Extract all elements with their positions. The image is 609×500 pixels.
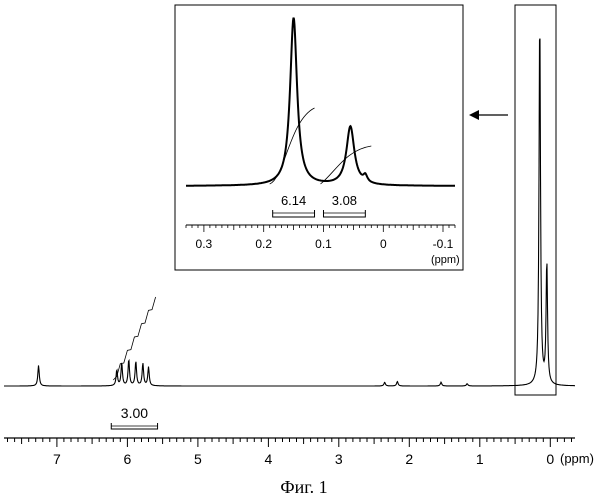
inset-x-unit: (ppm) bbox=[431, 254, 460, 266]
x-tick-label: 1 bbox=[476, 451, 484, 467]
x-tick-label: 0 bbox=[546, 451, 554, 467]
inset-x-tick-label: 0.2 bbox=[255, 237, 272, 251]
main-x-ticks bbox=[8, 438, 572, 447]
main-integral-label: 3.00 bbox=[121, 405, 148, 421]
main-x-tick-labels: 7 6 5 4 3 2 1 0 bbox=[53, 451, 554, 467]
x-tick-label: 7 bbox=[53, 451, 61, 467]
x-tick-label: 6 bbox=[124, 451, 132, 467]
inset-integral-label: 6.14 bbox=[281, 193, 306, 208]
x-tick-label: 2 bbox=[405, 451, 413, 467]
x-tick-label: 5 bbox=[194, 451, 202, 467]
x-tick-label: 3 bbox=[335, 451, 343, 467]
inset-frame bbox=[175, 5, 463, 270]
inset-x-tick-label: -0.1 bbox=[433, 237, 454, 251]
inset-x-tick-label: 0 bbox=[380, 237, 387, 251]
figure-caption: Фиг. 1 bbox=[280, 477, 327, 497]
inset-spectrum: 6.14 3.08 0.3 0.2 0.1 0 -0.1 (ppm) bbox=[175, 5, 463, 270]
main-integral-curve bbox=[113, 297, 155, 380]
inset-x-tick-label: 0.3 bbox=[196, 237, 213, 251]
x-tick-label: 4 bbox=[265, 451, 273, 467]
zoom-region-box bbox=[515, 5, 556, 395]
inset-x-tick-label: 0.1 bbox=[315, 237, 332, 251]
main-integral-bracket bbox=[111, 423, 157, 429]
main-x-unit: (ppm) bbox=[560, 451, 594, 466]
inset-integral-label: 3.08 bbox=[332, 193, 357, 208]
zoom-arrow bbox=[469, 110, 508, 120]
